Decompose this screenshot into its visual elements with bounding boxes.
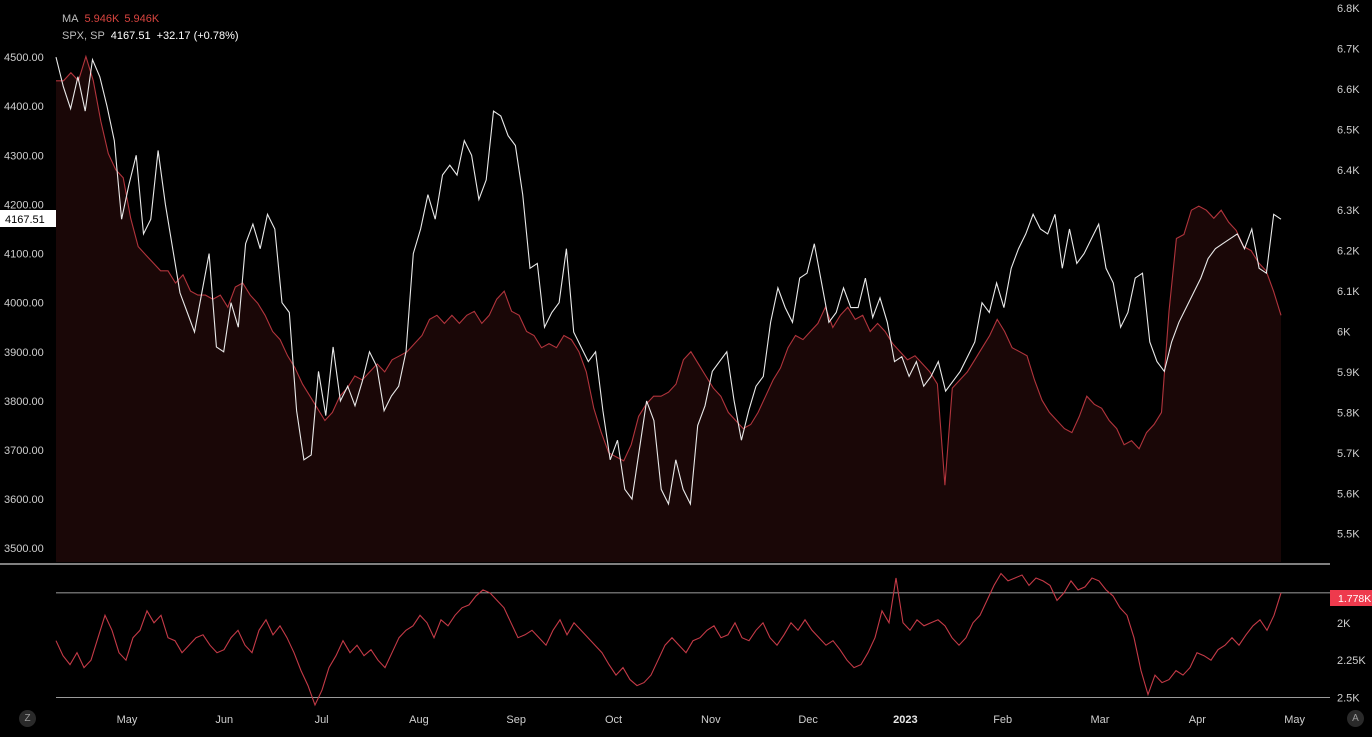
ma-area-fill — [56, 56, 1281, 562]
left-price-axis[interactable]: 4500.00 4400.00 4300.00 4200.00 4100.00 4000.… — [4, 52, 44, 555]
zoom-reset-button[interactable]: Z — [19, 710, 36, 727]
ma-legend-value-2: 5.946K — [124, 13, 160, 25]
left-axis-tick: 4200.00 — [4, 199, 44, 211]
left-axis-tick: 3500.00 — [4, 543, 44, 555]
left-axis-tick: 3900.00 — [4, 347, 44, 359]
time-axis-label: May — [1284, 714, 1305, 726]
left-axis-tick: 4300.00 — [4, 150, 44, 162]
right-axis-tick: 6.6K — [1337, 84, 1360, 96]
oscillator-series — [55, 572, 1282, 707]
left-axis-tick: 3600.00 — [4, 494, 44, 506]
left-axis-tick: 3800.00 — [4, 396, 44, 408]
ma-legend-value-1: 5.946K — [84, 13, 120, 25]
left-axis-tick: 4000.00 — [4, 298, 44, 310]
left-axis-tick: 4100.00 — [4, 249, 44, 261]
oscillator-value-tag: 1.778K — [1330, 590, 1372, 606]
spx-series-line — [55, 56, 1282, 506]
current-price-tag: 4167.51 — [0, 210, 56, 227]
ma-legend: MA 5.946K 5.946K — [62, 13, 164, 25]
right-axis-tick: 6.4K — [1337, 165, 1360, 177]
left-axis-tick: 3700.00 — [4, 445, 44, 457]
spx-legend-name: SPX, SP — [62, 30, 105, 42]
right-axis-tick: 6K — [1337, 327, 1351, 339]
spx-legend-price: 4167.51 — [110, 30, 151, 42]
oscillator-line — [55, 572, 1282, 707]
right-axis-tick: 5.9K — [1337, 367, 1360, 379]
time-axis-label: Jun — [215, 714, 233, 726]
time-axis-label: Feb — [993, 714, 1012, 726]
oscillator-value-label: 1.778K — [1338, 593, 1371, 605]
time-axis-label: May — [117, 714, 138, 726]
time-axis-label: Apr — [1189, 714, 1206, 726]
time-axis-label: Mar — [1091, 714, 1110, 726]
oscillator-axis[interactable]: 2K 2.25K 2.5K — [1337, 618, 1366, 705]
time-axis-label: Jul — [315, 714, 329, 726]
ma-area — [56, 56, 1281, 562]
right-axis-tick: 6.3K — [1337, 205, 1360, 217]
left-axis-tick: 4400.00 — [4, 101, 44, 113]
right-axis-tick: 5.6K — [1337, 488, 1360, 500]
oscillator-axis-tick: 2.5K — [1337, 693, 1360, 705]
time-axis[interactable]: May Jun Jul Aug Sep Oct Nov Dec 2023 Feb Mar Apr May — [117, 714, 1306, 726]
ma-legend-name: MA — [62, 13, 79, 25]
right-price-axis[interactable]: 6.8K 6.7K 6.6K 6.5K 6.4K 6.3K 6.2K 6.1K 6K 5.9K 5.… — [1337, 3, 1360, 541]
right-axis-tick: 6.1K — [1337, 286, 1360, 298]
left-axis-tick: 4500.00 — [4, 52, 44, 64]
current-price-label: 4167.51 — [5, 214, 45, 226]
right-axis-tick: 5.8K — [1337, 407, 1360, 419]
time-axis-label: Aug — [409, 714, 429, 726]
auto-scale-button[interactable]: A — [1347, 710, 1364, 727]
time-axis-label: Sep — [506, 714, 526, 726]
main-series — [55, 54, 1282, 506]
time-axis-label: Oct — [605, 714, 622, 726]
right-axis-tick: 6.2K — [1337, 246, 1360, 258]
right-axis-tick: 6.7K — [1337, 43, 1360, 55]
right-axis-tick: 5.5K — [1337, 529, 1360, 541]
spx-legend: SPX, SP 4167.51 +32.17 (+0.78%) — [62, 30, 245, 42]
time-axis-label: Nov — [701, 714, 721, 726]
right-axis-tick: 5.7K — [1337, 448, 1360, 460]
oscillator-axis-tick: 2K — [1337, 618, 1351, 630]
time-axis-label: Dec — [798, 714, 818, 726]
time-axis-label: 2023 — [893, 714, 917, 726]
oscillator-levels — [56, 592, 1330, 698]
oscillator-axis-tick: 2.25K — [1337, 655, 1366, 667]
spx-legend-change: +32.17 (+0.78%) — [156, 30, 239, 42]
ma-series-line — [56, 54, 1282, 486]
right-axis-tick: 6.5K — [1337, 124, 1360, 136]
right-axis-tick: 6.8K — [1337, 3, 1360, 15]
